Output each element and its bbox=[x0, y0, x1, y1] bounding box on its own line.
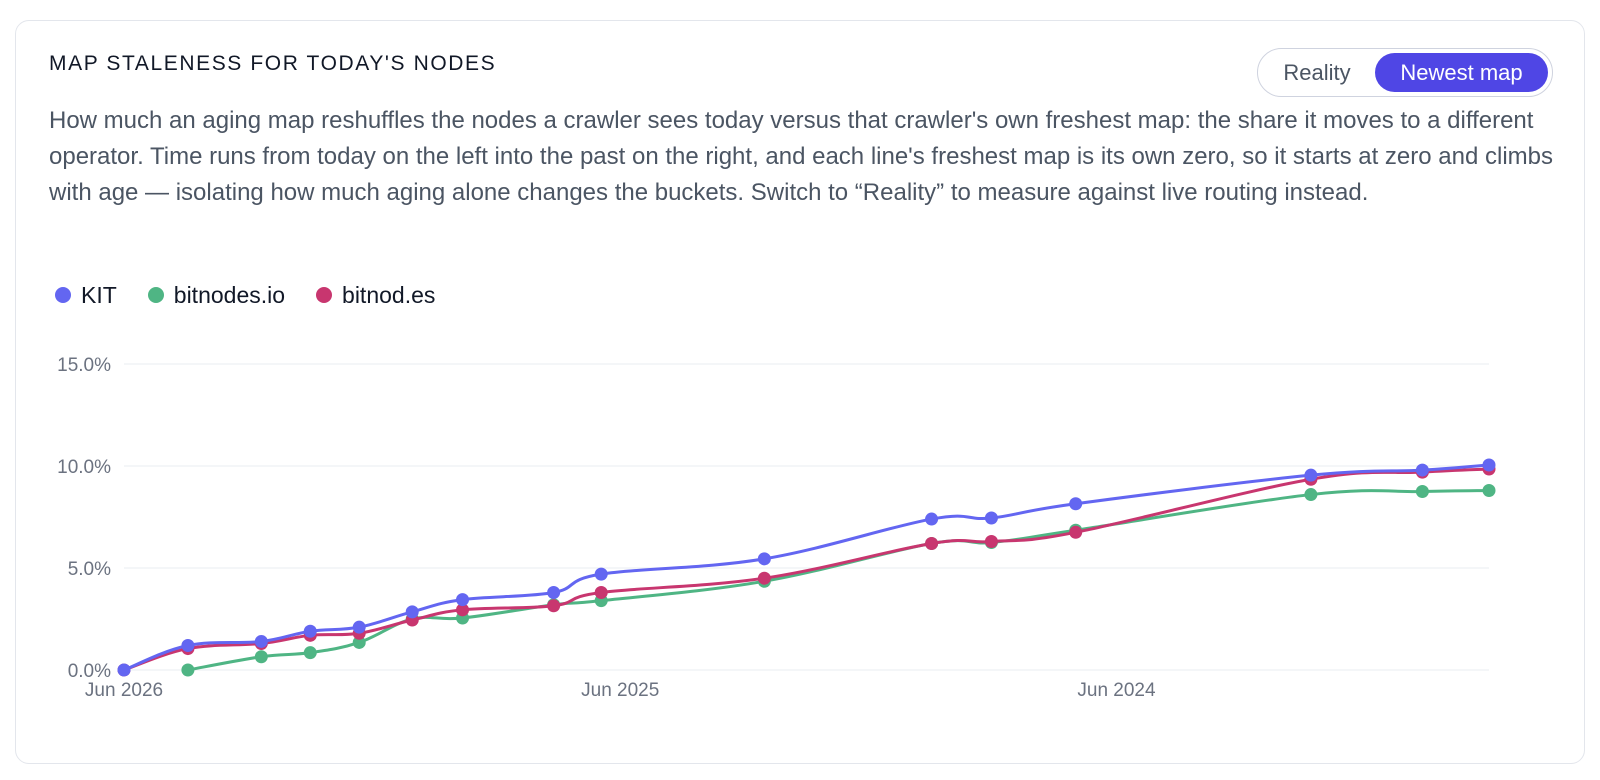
legend-item-kit[interactable]: KIT bbox=[55, 282, 117, 309]
toggle-reality-button[interactable]: Reality bbox=[1264, 53, 1370, 92]
y-tick-label: 10.0% bbox=[57, 457, 111, 478]
data-point-bitnod-es bbox=[547, 599, 561, 613]
data-point-kit bbox=[925, 512, 939, 526]
data-point-kit bbox=[352, 620, 366, 634]
data-point-kit bbox=[1304, 468, 1318, 482]
data-point-bitnodes-io bbox=[352, 635, 366, 649]
data-point-bitnodes-io bbox=[254, 650, 268, 664]
data-point-kit bbox=[181, 639, 195, 653]
legend-item-bitnod-es[interactable]: bitnod.es bbox=[316, 282, 435, 309]
legend-swatch-kit bbox=[55, 287, 71, 303]
data-point-kit bbox=[405, 605, 419, 619]
chart-legend: KIT bitnodes.io bitnod.es bbox=[55, 280, 466, 310]
data-point-kit bbox=[984, 511, 998, 525]
data-point-bitnodes-io bbox=[1304, 488, 1318, 502]
data-point-bitnod-es bbox=[925, 537, 939, 551]
view-toggle: Reality Newest map bbox=[1257, 48, 1553, 97]
data-point-bitnodes-io bbox=[181, 663, 195, 677]
data-point-kit bbox=[1415, 463, 1429, 477]
data-point-bitnodes-io bbox=[1415, 485, 1429, 498]
data-point-bitnodes-io bbox=[303, 646, 317, 660]
legend-item-bitnodes-io[interactable]: bitnodes.io bbox=[147, 281, 286, 309]
legend-label-bitnod-es: bitnod.es bbox=[342, 281, 436, 308]
toggle-newest-map-button[interactable]: Newest map bbox=[1375, 53, 1548, 92]
data-point-kit bbox=[547, 585, 561, 599]
legend-label-kit: KIT bbox=[81, 281, 117, 308]
data-point-kit bbox=[1069, 497, 1083, 511]
x-tick-label: Jun 2025 bbox=[581, 680, 659, 701]
data-point-kit bbox=[303, 624, 317, 638]
y-tick-label: 5.0% bbox=[68, 559, 111, 580]
legend-label-bitnodes-io: bitnodes.io bbox=[173, 281, 286, 308]
data-point-bitnod-es bbox=[594, 585, 608, 599]
data-point-bitnod-es bbox=[1069, 525, 1083, 539]
chart-description: How much an aging map reshuffles the nod… bbox=[49, 107, 1553, 206]
x-tick-label: Jun 2024 bbox=[1077, 680, 1156, 701]
series-line-bitnodes-io bbox=[186, 488, 1491, 672]
data-point-bitnod-es bbox=[984, 534, 998, 548]
data-point-bitnodes-io bbox=[1482, 483, 1496, 497]
data-point-kit bbox=[594, 567, 608, 581]
data-point-kit bbox=[757, 552, 771, 566]
data-point-kit bbox=[117, 663, 131, 677]
legend-swatch-bitnod-es bbox=[316, 287, 333, 303]
y-tick-label: 0.0% bbox=[68, 661, 111, 682]
chart-title: MAP STALENESS FOR TODAY'S NODES bbox=[49, 52, 497, 75]
data-point-bitnod-es bbox=[757, 571, 771, 585]
legend-swatch-bitnodes-io bbox=[147, 287, 164, 303]
y-tick-label: 15.0% bbox=[57, 355, 111, 376]
data-point-kit bbox=[1482, 458, 1496, 472]
data-point-kit bbox=[254, 634, 268, 648]
data-point-bitnod-es bbox=[456, 603, 470, 617]
x-tick-label: Jun 2026 bbox=[85, 680, 163, 701]
data-point-kit bbox=[456, 593, 470, 607]
